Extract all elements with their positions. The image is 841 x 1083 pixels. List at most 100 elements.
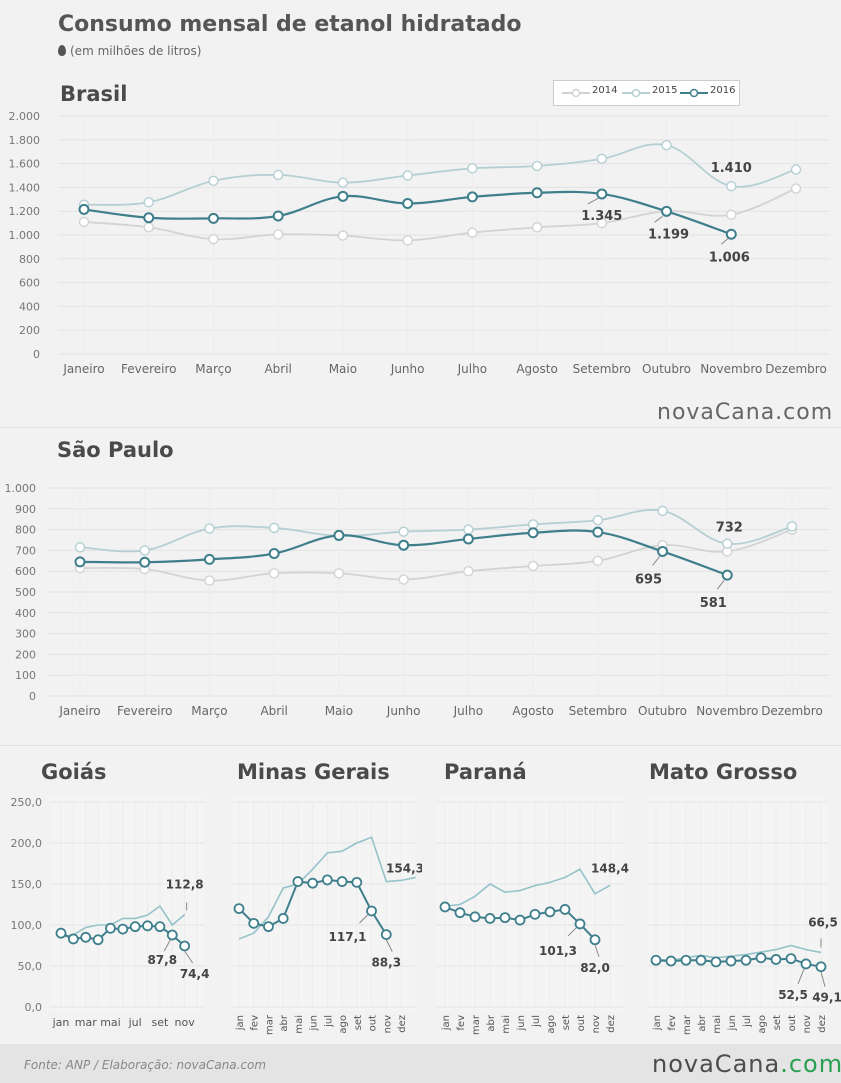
x-tick-label: mai [712, 1015, 723, 1034]
data-point-2016 [665, 955, 677, 967]
data-point-2015 [204, 523, 215, 534]
data-label: 1.345 [581, 209, 622, 224]
x-tick-label: Julho [457, 362, 487, 376]
x-tick-label: Maio [329, 362, 357, 376]
data-point-2016 [154, 921, 166, 933]
x-tick-label: Março [195, 362, 231, 376]
data-point-2015 [272, 169, 284, 181]
data-point-2014 [527, 560, 539, 572]
units-label: (em milhões de litros) [70, 44, 202, 58]
data-point-2014 [78, 216, 90, 228]
x-tick-label: abr [486, 1014, 497, 1031]
data-label: 82,0 [580, 961, 610, 975]
x-tick-label: jan [235, 1015, 246, 1031]
x-tick-label: dez [397, 1015, 408, 1033]
y-tick-label: 700 [15, 544, 36, 557]
x-tick-label: Fevereiro [121, 362, 177, 376]
x-tick-label: Novembro [696, 704, 758, 718]
legend-swatch-2014 [562, 88, 590, 98]
data-point-2015 [139, 545, 150, 556]
data-point-2016 [272, 210, 284, 222]
data-label: 74,4 [180, 967, 210, 981]
y-tick-label: 200,0 [11, 837, 43, 850]
x-tick-label: nov [802, 1015, 813, 1033]
data-point-2016 [469, 911, 481, 923]
y-tick-label: 800 [19, 253, 40, 266]
x-tick-label: Setembro [569, 704, 627, 718]
annotation-leader [594, 944, 600, 957]
data-point-2016 [529, 908, 541, 920]
data-point-2016 [439, 901, 451, 913]
data-point-2016 [589, 934, 601, 946]
series-line-2014 [83, 187, 797, 242]
y-tick-label: 1.800 [9, 134, 41, 147]
chart-goias: 0,0 50,0 100,0 150,0 200,0 250,0 jan mar mai jul s… [11, 796, 210, 1029]
data-label: 49,1 [812, 991, 841, 1005]
x-tick-label: mar [471, 1014, 482, 1035]
data-point-2016 [499, 912, 511, 924]
page-title: Consumo mensal de etanol hidratado [58, 12, 522, 37]
x-tick-label: jul [128, 1016, 142, 1029]
data-point-2016 [661, 205, 673, 217]
legend: 2014 2015 2016 [553, 80, 740, 106]
x-tick-label: Outubro [638, 704, 687, 718]
x-tick-label: set [772, 1015, 783, 1030]
x-tick-label: abr [697, 1014, 708, 1031]
data-point-2015 [143, 197, 154, 208]
data-label: 88,3 [371, 956, 401, 970]
x-tick-label: jan [52, 1016, 70, 1029]
x-tick-label: ago [546, 1015, 557, 1034]
data-label: 52,5 [778, 988, 808, 1002]
brand-logo-top: novaCana.com [657, 400, 834, 425]
x-tick-label: Novembro [700, 362, 762, 376]
data-point-2016 [321, 874, 333, 886]
data-point-2014 [592, 555, 604, 567]
x-tick-label: jul [531, 1015, 542, 1028]
data-point-2016 [129, 921, 141, 933]
y-tick-label: 800 [15, 524, 36, 537]
data-point-2016 [263, 921, 274, 933]
data-point-2016 [139, 556, 151, 568]
data-point-2014 [337, 230, 349, 241]
x-tick-label: Janeiro [62, 362, 104, 376]
data-point-2015 [596, 153, 608, 165]
x-tick-label: mar [264, 1014, 275, 1035]
data-point-2016 [117, 923, 129, 935]
x-tick-label: Maio [325, 704, 353, 718]
data-point-2014 [790, 183, 802, 194]
data-label: 695 [635, 572, 662, 587]
series-line-2015 [60, 904, 186, 939]
data-point-2015 [786, 521, 798, 532]
plot-area [648, 796, 827, 1011]
data-point-2016 [710, 956, 722, 968]
data-point-2016 [78, 203, 90, 215]
data-label: 732 [716, 521, 743, 536]
data-point-2016 [351, 876, 363, 888]
y-tick-label: 50,0 [18, 960, 43, 973]
data-point-2016 [277, 913, 289, 924]
data-point-2014 [463, 565, 474, 577]
data-point-2016 [592, 526, 604, 538]
data-point-2016 [462, 533, 474, 545]
data-label: 66,5 [808, 915, 838, 929]
data-label: 87,8 [147, 953, 177, 967]
series-line-2014 [79, 528, 793, 582]
data-point-2016 [337, 190, 349, 202]
chart-sp: 0 100 200 300 400 500 600 700 800 900 1.000 Janeiro… [0, 482, 841, 746]
legend-label-2016: 2016 [710, 85, 736, 96]
x-tick-label: Março [191, 704, 227, 718]
data-point-2016 [800, 958, 812, 970]
data-point-2016 [92, 934, 104, 946]
annotation-leader [359, 914, 368, 924]
x-tick-label: Abril [264, 362, 291, 376]
data-point-2016 [680, 954, 692, 966]
x-tick-label: mai [501, 1015, 512, 1034]
y-tick-label: 0 [33, 348, 40, 361]
data-point-2014 [398, 574, 409, 585]
x-tick-label: jul [742, 1015, 753, 1028]
data-label: 101,3 [539, 944, 577, 958]
data-point-2016 [80, 931, 92, 943]
data-label: 1.199 [648, 227, 689, 242]
data-point-2016 [398, 539, 410, 551]
